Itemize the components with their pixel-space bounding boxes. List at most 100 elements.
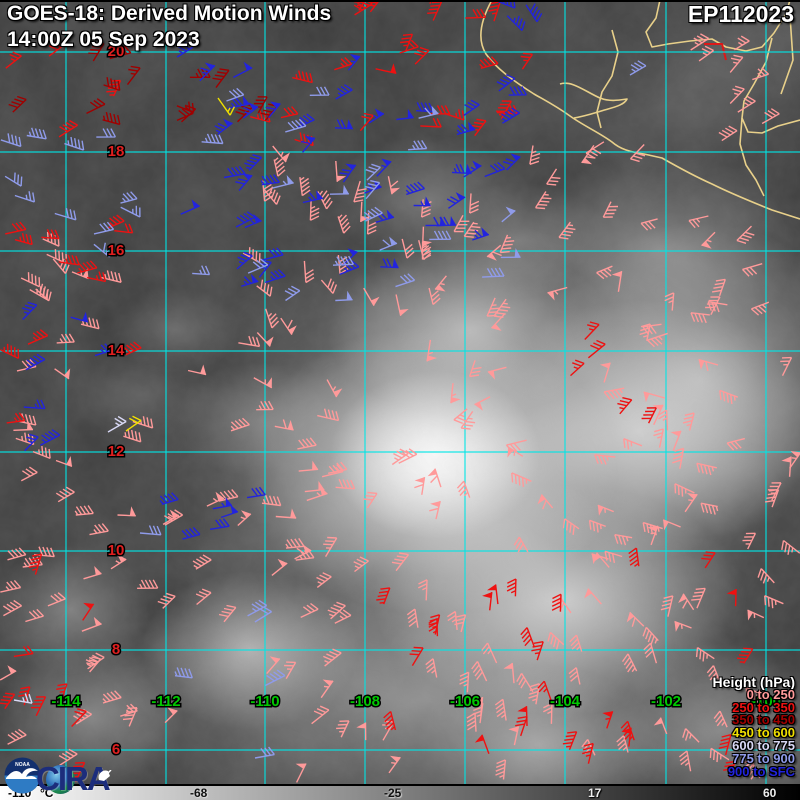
wind-barb <box>781 539 800 555</box>
wind-barb-field <box>0 0 800 783</box>
wind-barb-flag <box>431 105 439 115</box>
wind-barb-flag <box>581 158 593 165</box>
wind-barb <box>701 551 716 569</box>
wind-barb <box>77 260 98 274</box>
wind-barb <box>594 454 616 465</box>
wind-barb <box>353 180 367 203</box>
longitude-label: -100 <box>751 693 781 710</box>
wind-barb <box>120 205 141 218</box>
legend-row: 250 to 350 <box>732 699 795 715</box>
wind-barb <box>292 70 313 84</box>
coastline-path <box>739 117 765 197</box>
wind-barb <box>266 103 281 119</box>
wind-barb-flag <box>215 491 224 501</box>
wind-barb <box>642 323 662 335</box>
wind-barb <box>375 68 397 74</box>
wind-barb-flag <box>117 554 127 563</box>
legend-row: 775 to 900 <box>732 750 795 766</box>
wind-barb <box>588 519 606 533</box>
wind-barb <box>176 41 194 58</box>
wind-barb <box>737 95 756 113</box>
wind-barb <box>262 180 273 202</box>
wind-barb <box>226 87 245 102</box>
wind-barb-flag <box>422 240 432 247</box>
wind-barb <box>647 332 668 348</box>
wind-barb-flag <box>407 108 414 119</box>
wind-barb-flag <box>322 679 333 686</box>
wind-barb <box>469 193 480 214</box>
wind-barb-flag <box>318 480 325 491</box>
wind-barb <box>70 761 86 783</box>
wind-barb <box>55 459 73 468</box>
wind-barb <box>678 750 692 772</box>
legend-row: 600 to 775 <box>732 737 795 753</box>
wind-barb <box>650 525 659 546</box>
wind-barb <box>316 572 332 588</box>
wind-barb <box>395 273 416 288</box>
wind-barb <box>102 111 121 126</box>
wind-barb <box>729 54 744 73</box>
wind-barb <box>271 562 288 576</box>
wind-barb <box>400 33 414 52</box>
wind-barb <box>244 219 262 229</box>
wind-barb-flag <box>312 460 319 470</box>
wind-barb <box>691 587 706 609</box>
wind-barb <box>18 413 37 426</box>
wind-barb <box>337 214 351 234</box>
wind-barb <box>486 297 500 317</box>
wind-barb-flag <box>465 163 472 174</box>
wind-barb <box>48 40 65 57</box>
wind-barb <box>505 439 527 453</box>
longitude-label: -106 <box>450 693 480 710</box>
cira-logo: CIRA <box>36 758 131 798</box>
wind-barb-flag <box>191 199 200 209</box>
wind-barb <box>688 215 709 229</box>
wind-barb <box>734 588 737 607</box>
wind-barb <box>528 683 541 705</box>
wind-barb <box>365 0 381 13</box>
wind-barb <box>719 389 739 405</box>
wind-barb <box>695 647 715 662</box>
cira-logo-text: CIRA <box>36 760 111 797</box>
wind-barb <box>280 106 299 119</box>
wind-barb <box>238 335 261 348</box>
wind-barb-flag <box>7 665 17 674</box>
wind-barb <box>506 578 517 597</box>
wind-barb-flag <box>698 359 705 370</box>
wind-barb <box>454 614 467 633</box>
wind-barb <box>89 523 109 536</box>
wind-barb <box>416 102 434 113</box>
wind-barb <box>406 608 419 628</box>
wind-barb <box>643 642 658 664</box>
wind-barb-flag <box>253 214 262 223</box>
wind-barb <box>479 56 499 69</box>
wind-barb <box>507 446 524 457</box>
wind-barb <box>137 579 159 589</box>
wind-barb-flag <box>64 368 71 379</box>
wind-barb-flag <box>450 397 461 404</box>
wind-barb <box>176 101 195 114</box>
wind-barb-flag <box>611 271 622 277</box>
wind-barb <box>235 211 256 228</box>
wind-barb <box>682 593 695 611</box>
wind-barb <box>93 221 115 235</box>
wind-barb <box>41 229 60 240</box>
wind-barb <box>425 658 438 678</box>
wind-barb-flag <box>472 160 482 169</box>
wind-barb <box>587 339 606 359</box>
wind-barb-flag <box>82 311 88 322</box>
wind-barb-flag <box>584 588 592 599</box>
wind-barb <box>621 653 638 673</box>
wind-barb <box>159 492 179 505</box>
wind-barb <box>529 145 541 165</box>
wind-barb <box>303 260 315 284</box>
wind-barb <box>296 113 315 129</box>
wind-barb <box>459 671 470 693</box>
wind-barb <box>24 433 39 452</box>
wind-barb <box>604 550 623 564</box>
wind-barb <box>602 201 619 218</box>
wind-barb <box>260 174 280 186</box>
wind-barb <box>744 760 761 780</box>
wind-barb <box>192 554 212 570</box>
wind-barb <box>513 726 520 746</box>
